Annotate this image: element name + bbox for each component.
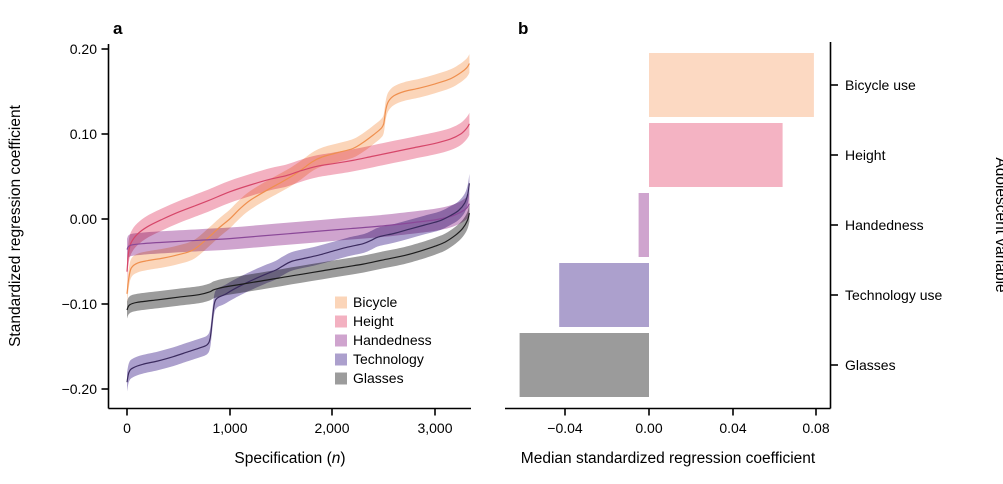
legend-label-technology: Technology bbox=[353, 351, 424, 367]
y-tick-label: −0.20 bbox=[62, 381, 98, 397]
legend-label-glasses: Glasses bbox=[353, 370, 404, 386]
x-axis-title-suffix: ) bbox=[340, 450, 345, 467]
panel-b-x-axis-title: Median standardized regression coefficie… bbox=[521, 450, 816, 467]
x-tick-label: 1,000 bbox=[212, 420, 247, 436]
x-tick-label: 0.00 bbox=[635, 420, 662, 436]
y-tick-label: −0.10 bbox=[62, 296, 98, 312]
x-axis-title-n: n bbox=[332, 450, 341, 467]
category-label-bicycle-use: Bicycle use bbox=[845, 77, 916, 93]
panel-b-median-coefficients: b −0.04 0.00 0.04 0.08 Bicycle use Heigh… bbox=[505, 19, 1003, 467]
panel-a-y-axis-ticks: 0.20 0.10 0.00 −0.10 −0.20 bbox=[62, 41, 109, 397]
curve-technology bbox=[126, 183, 470, 383]
panel-a-x-axis-title: Specification (n) bbox=[234, 450, 345, 467]
legend-label-bicycle: Bicycle bbox=[353, 294, 398, 310]
panel-b-y-axis-title: Adolescent variable bbox=[992, 157, 1003, 292]
y-tick-label: 0.10 bbox=[70, 126, 97, 142]
legend-swatch-glasses bbox=[335, 372, 347, 385]
panel-b-category-ticks: Bicycle use Height Handedness Technology… bbox=[830, 77, 943, 373]
category-label-glasses: Glasses bbox=[845, 357, 896, 373]
legend-label-handedness: Handedness bbox=[353, 332, 432, 348]
band-technology bbox=[127, 174, 470, 392]
panel-a-label: a bbox=[113, 19, 123, 38]
median-curves bbox=[126, 63, 470, 383]
curve-bicycle bbox=[126, 63, 470, 294]
y-tick-label: 0.00 bbox=[70, 211, 97, 227]
x-tick-label: 0 bbox=[123, 420, 131, 436]
bar-bicycle-use bbox=[649, 53, 814, 117]
panel-a-specification-curves: a Standardized regression coefficient 0.… bbox=[7, 19, 471, 467]
legend-swatch-bicycle bbox=[335, 296, 347, 309]
bar-glasses bbox=[519, 333, 649, 397]
x-tick-label: 0.08 bbox=[802, 420, 829, 436]
x-tick-label: −0.04 bbox=[547, 420, 583, 436]
median-coefficient-bars bbox=[519, 53, 814, 397]
bar-technology-use bbox=[559, 263, 649, 327]
x-tick-label: 0.04 bbox=[719, 420, 746, 436]
legend-swatch-height bbox=[335, 315, 347, 328]
panel-a-y-axis-title: Standardized regression coefficient bbox=[7, 104, 24, 347]
bar-height bbox=[649, 123, 783, 187]
bar-handedness bbox=[638, 193, 649, 257]
legend: Bicycle Height Handedness Technology Gla… bbox=[335, 294, 432, 386]
panel-a-x-axis-ticks: 0 1,000 2,000 3,000 bbox=[123, 408, 453, 436]
category-label-handedness: Handedness bbox=[845, 217, 924, 233]
band-handedness bbox=[127, 192, 470, 261]
legend-label-height: Height bbox=[353, 313, 394, 329]
x-axis-title-prefix: Specification ( bbox=[234, 450, 332, 467]
specification-curves bbox=[126, 54, 470, 392]
panel-b-label: b bbox=[518, 19, 528, 38]
x-tick-label: 3,000 bbox=[417, 420, 452, 436]
curve-handedness bbox=[126, 203, 470, 250]
curve-height bbox=[126, 123, 470, 272]
category-label-height: Height bbox=[845, 147, 886, 163]
panel-b-x-axis-ticks: −0.04 0.00 0.04 0.08 bbox=[547, 408, 830, 436]
legend-swatch-technology bbox=[335, 353, 347, 366]
legend-swatch-handedness bbox=[335, 334, 347, 347]
x-tick-label: 2,000 bbox=[314, 420, 349, 436]
category-label-technology-use: Technology use bbox=[845, 287, 943, 303]
curve-glasses bbox=[126, 212, 470, 311]
band-height bbox=[127, 112, 470, 283]
y-tick-label: 0.20 bbox=[70, 41, 97, 57]
